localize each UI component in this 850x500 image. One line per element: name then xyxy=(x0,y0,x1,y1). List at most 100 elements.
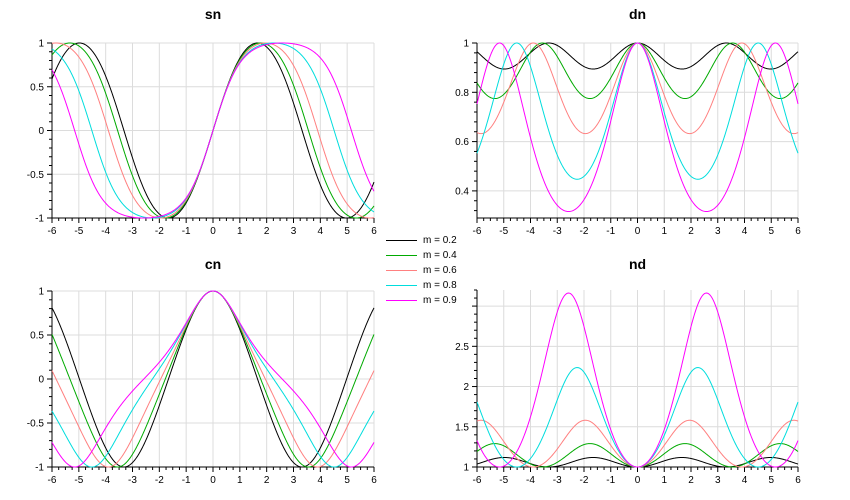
x-tick-label: 6 xyxy=(371,475,377,486)
y-tick-label: 0.5 xyxy=(30,82,44,93)
x-tick-label: 3 xyxy=(291,475,297,486)
x-tick-label: 5 xyxy=(344,226,350,237)
curve-dn-m=0.9 xyxy=(476,42,799,213)
subplot-title-nd: nd xyxy=(628,256,647,272)
x-tick-label: -1 xyxy=(606,475,615,486)
subplot-sn: -6 -5 -4 -3 -2 -1 0 1 2 3 4 5 6 -1 -0.5 0 0.5 1 xyxy=(27,39,377,238)
legend-item: m = 0.2 xyxy=(386,233,457,248)
x-tick-label: 2 xyxy=(688,226,694,237)
x-tick-label: -4 xyxy=(101,226,110,237)
x-tick-label: 4 xyxy=(742,226,748,237)
x-tick-label: 5 xyxy=(344,475,350,486)
x-tick-label: 1 xyxy=(661,475,667,486)
y-tick-label: 1 xyxy=(463,39,469,50)
legend-line-swatch xyxy=(386,270,417,271)
x-tick-label: 5 xyxy=(768,226,774,237)
curve-cn-m=0.9 xyxy=(51,290,375,468)
x-tick-label: 2 xyxy=(688,475,694,486)
y-tick-label: -0.5 xyxy=(27,170,45,181)
y-tick-label: -1 xyxy=(35,463,44,474)
y-tick-label: 0 xyxy=(38,126,44,137)
x-tick-label: -4 xyxy=(526,475,535,486)
legend-label: m = 0.8 xyxy=(423,280,457,291)
x-tick-label: 0 xyxy=(635,226,641,237)
x-tick-label: -2 xyxy=(580,475,589,486)
legend-label: m = 0.9 xyxy=(423,295,457,306)
x-tick-label: -1 xyxy=(182,226,191,237)
x-tick-label: 4 xyxy=(318,226,324,237)
x-tick-label: -1 xyxy=(182,475,191,486)
x-tick-label: 3 xyxy=(715,226,721,237)
x-tick-label: 1 xyxy=(237,226,243,237)
x-tick-label: -3 xyxy=(128,226,137,237)
x-tick-label: -6 xyxy=(473,226,482,237)
legend: m = 0.2 m = 0.4 m = 0.6 m = 0.8 m = 0.9 xyxy=(386,233,457,308)
legend-line-swatch xyxy=(386,285,417,286)
x-tick-label: -2 xyxy=(580,226,589,237)
x-tick-label: 0 xyxy=(635,475,641,486)
y-tick-label: 1.5 xyxy=(455,422,469,433)
subplot-title-cn: cn xyxy=(204,256,222,272)
subplot-title-dn: dn xyxy=(628,6,647,22)
x-tick-label: -3 xyxy=(128,475,137,486)
curve-nd-m=0.9 xyxy=(476,292,799,468)
x-tick-label: 2 xyxy=(264,226,270,237)
x-tick-label: -6 xyxy=(48,226,57,237)
y-tick-label: 2.5 xyxy=(455,342,469,353)
legend-item: m = 0.4 xyxy=(386,248,457,263)
x-tick-label: -4 xyxy=(101,475,110,486)
x-tick-label: 6 xyxy=(371,226,377,237)
x-tick-label: -3 xyxy=(553,475,562,486)
legend-label: m = 0.2 xyxy=(423,235,457,246)
x-tick-label: 6 xyxy=(795,475,801,486)
x-tick-label: 5 xyxy=(768,475,774,486)
y-tick-label: 0.8 xyxy=(455,88,469,99)
y-tick-label: -0.5 xyxy=(27,419,45,430)
x-tick-label: -2 xyxy=(155,226,164,237)
x-tick-label: 3 xyxy=(715,475,721,486)
curve-sn-m=0.9 xyxy=(51,42,375,219)
subplot-dn: -6 -5 -4 -3 -2 -1 0 1 2 3 4 5 6 0.4 0.6 0.8 1 xyxy=(455,39,801,238)
x-tick-label: 1 xyxy=(237,475,243,486)
x-tick-label: 4 xyxy=(742,475,748,486)
x-tick-label: -1 xyxy=(606,226,615,237)
x-tick-label: 6 xyxy=(795,226,801,237)
x-tick-label: 0 xyxy=(210,475,216,486)
x-tick-label: 0 xyxy=(210,226,216,237)
x-tick-label: -5 xyxy=(499,226,508,237)
x-tick-label: -6 xyxy=(48,475,57,486)
legend-item: m = 0.9 xyxy=(386,293,457,308)
x-tick-label: 4 xyxy=(318,475,324,486)
y-tick-label: 1 xyxy=(38,287,44,298)
x-tick-label: -3 xyxy=(553,226,562,237)
x-tick-label: 2 xyxy=(264,475,270,486)
x-tick-label: -5 xyxy=(74,226,83,237)
x-tick-label: -5 xyxy=(499,475,508,486)
x-tick-label: -6 xyxy=(473,475,482,486)
y-tick-label: 1 xyxy=(38,39,44,50)
legend-item: m = 0.8 xyxy=(386,278,457,293)
y-tick-label: 0 xyxy=(38,375,44,386)
subplot-nd: -6 -5 -4 -3 -2 -1 0 1 2 3 4 5 6 1 1.5 2 2.5 xyxy=(455,289,801,486)
y-tick-label: 2 xyxy=(463,382,469,393)
legend-line-swatch xyxy=(386,300,417,301)
legend-item: m = 0.6 xyxy=(386,263,457,278)
y-tick-label: 1 xyxy=(463,463,469,474)
subplot-title-sn: sn xyxy=(204,6,222,22)
x-tick-label: -5 xyxy=(74,475,83,486)
legend-label: m = 0.4 xyxy=(423,250,457,261)
y-tick-label: 0.4 xyxy=(455,186,469,197)
x-tick-label: -2 xyxy=(155,475,164,486)
x-tick-label: 3 xyxy=(291,226,297,237)
legend-line-swatch xyxy=(386,255,417,256)
subplot-cn: -6 -5 -4 -3 -2 -1 0 1 2 3 4 5 6 -1 -0.5 0 0.5 1 xyxy=(27,287,377,487)
legend-line-swatch xyxy=(386,240,417,241)
x-tick-label: -4 xyxy=(526,226,535,237)
x-tick-label: 1 xyxy=(661,226,667,237)
legend-label: m = 0.6 xyxy=(423,265,457,276)
y-tick-label: 0.5 xyxy=(30,331,44,342)
y-tick-label: -1 xyxy=(35,214,44,225)
y-tick-label: 0.6 xyxy=(455,137,469,148)
